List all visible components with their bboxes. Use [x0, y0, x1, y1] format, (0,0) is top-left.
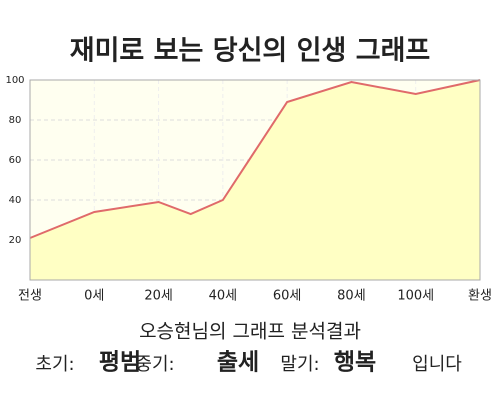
line	[29, 79, 481, 239]
y-tick-label: 40	[9, 195, 22, 206]
x-tick-label: 40세	[209, 289, 238, 304]
result-value: 행복	[334, 350, 376, 376]
x-tick-label: 80세	[337, 289, 366, 304]
chart-title: 재미로 보는 당신의 인생 그래프	[70, 36, 431, 67]
x-tick-label: 환생	[468, 289, 492, 304]
result-value: 평범	[99, 350, 141, 376]
result-label: 초기:	[35, 354, 74, 375]
x-tick-label: 20세	[144, 289, 173, 304]
result-value: 출세	[217, 350, 259, 376]
result-label: 중기:	[135, 354, 174, 375]
summary-title: 오승현님의 그래프 분석결과	[139, 321, 361, 343]
x-tick-label: 100세	[397, 289, 434, 304]
y-tick-label: 100	[5, 75, 24, 86]
y-tick-label: 20	[9, 235, 22, 246]
result-label: 말기:	[280, 354, 319, 375]
x-tick-label: 전생	[18, 289, 42, 304]
result-ending: 입니다	[412, 354, 462, 375]
plot-border	[29, 79, 481, 281]
y-tick-label: 80	[9, 115, 22, 126]
x-tick-label: 0세	[84, 289, 104, 304]
area	[30, 80, 480, 280]
y-tick-label: 60	[9, 155, 22, 166]
x-tick-label: 60세	[273, 289, 302, 304]
